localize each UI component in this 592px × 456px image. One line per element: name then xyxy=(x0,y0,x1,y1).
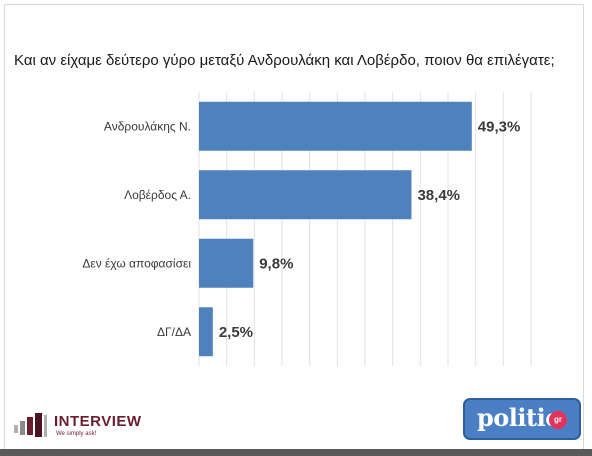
category-label: Δεν έχω αποφασίσει xyxy=(82,256,191,270)
bottom-rule xyxy=(0,449,592,456)
politic-logo-badge: gr xyxy=(549,411,567,429)
interview-logo-tagline: We simply ask! xyxy=(56,431,97,437)
chart-title: Και αν είχαμε δεύτερο γύρο μεταξύ Ανδρου… xyxy=(14,52,555,69)
politic-logo-text: politic xyxy=(477,403,560,432)
bar xyxy=(199,170,412,220)
bar xyxy=(199,101,472,151)
category-label: ΔΓ/ΔΑ xyxy=(157,325,191,339)
interview-logo: INTERVIEW We simply ask! xyxy=(14,404,164,444)
bar xyxy=(199,238,254,288)
bar xyxy=(199,307,213,357)
chart-frame xyxy=(4,4,584,450)
value-label: 9,8% xyxy=(259,255,293,272)
interview-logo-text: INTERVIEW xyxy=(54,413,142,430)
value-label: 38,4% xyxy=(417,187,460,204)
category-label: Ανδρουλάκης Ν. xyxy=(104,119,191,133)
category-label: Λοβέρδος Α. xyxy=(124,188,191,202)
bar-chart: Ανδρουλάκης Ν. 49,3% Λοβέρδος Α. 38,4% Δεν έ… xyxy=(82,92,532,366)
value-label: 49,3% xyxy=(478,118,521,135)
politic-logo: politic gr xyxy=(463,398,581,440)
interview-logo-icon xyxy=(14,413,47,437)
value-label: 2,5% xyxy=(219,324,253,341)
